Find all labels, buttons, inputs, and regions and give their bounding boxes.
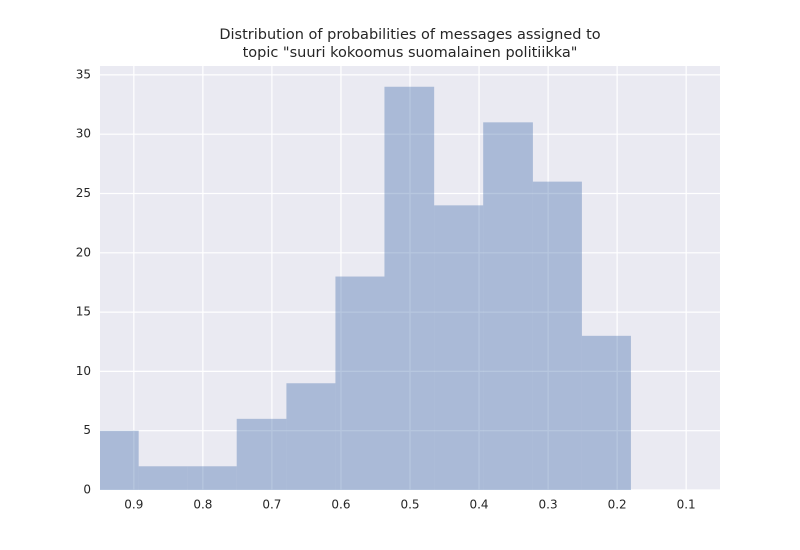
- chart-title: Distribution of probabilities of message…: [219, 27, 600, 43]
- histogram-bar: [581, 335, 631, 490]
- y-tick-label: 35: [76, 67, 91, 81]
- y-tick-label: 15: [76, 305, 91, 319]
- chart-title: topic "suuri kokoomus suomalainen politi…: [243, 45, 578, 61]
- x-tick-label: 0.9: [124, 498, 143, 512]
- histogram-bar: [236, 418, 287, 490]
- x-tick-label: 0.7: [262, 498, 281, 512]
- histogram-bar: [483, 122, 533, 490]
- x-tick-label: 0.3: [539, 498, 558, 512]
- histogram-bar: [384, 86, 435, 490]
- x-tick-label: 0.1: [677, 498, 696, 512]
- x-tick-label: 0.4: [469, 498, 488, 512]
- x-tick-label: 0.5: [400, 498, 419, 512]
- y-tick-label: 10: [76, 364, 91, 378]
- grid: [100, 66, 720, 491]
- x-tick-label: 0.6: [331, 498, 350, 512]
- histogram-bar: [138, 466, 188, 490]
- y-tick-label: 0: [83, 483, 91, 497]
- histogram-bar: [286, 383, 336, 490]
- histogram-bar: [335, 276, 385, 490]
- y-tick-label: 5: [83, 423, 91, 437]
- histogram-bar: [434, 205, 484, 490]
- histogram-bar: [532, 181, 582, 490]
- y-tick-label: 20: [76, 245, 91, 259]
- bars: [100, 86, 631, 490]
- x-tick-label: 0.8: [193, 498, 212, 512]
- histogram-bar: [100, 430, 139, 490]
- y-tick-label: 30: [76, 127, 91, 141]
- y-tick-label: 25: [76, 186, 91, 200]
- histogram-bar: [187, 466, 237, 490]
- x-tick-label: 0.2: [608, 498, 627, 512]
